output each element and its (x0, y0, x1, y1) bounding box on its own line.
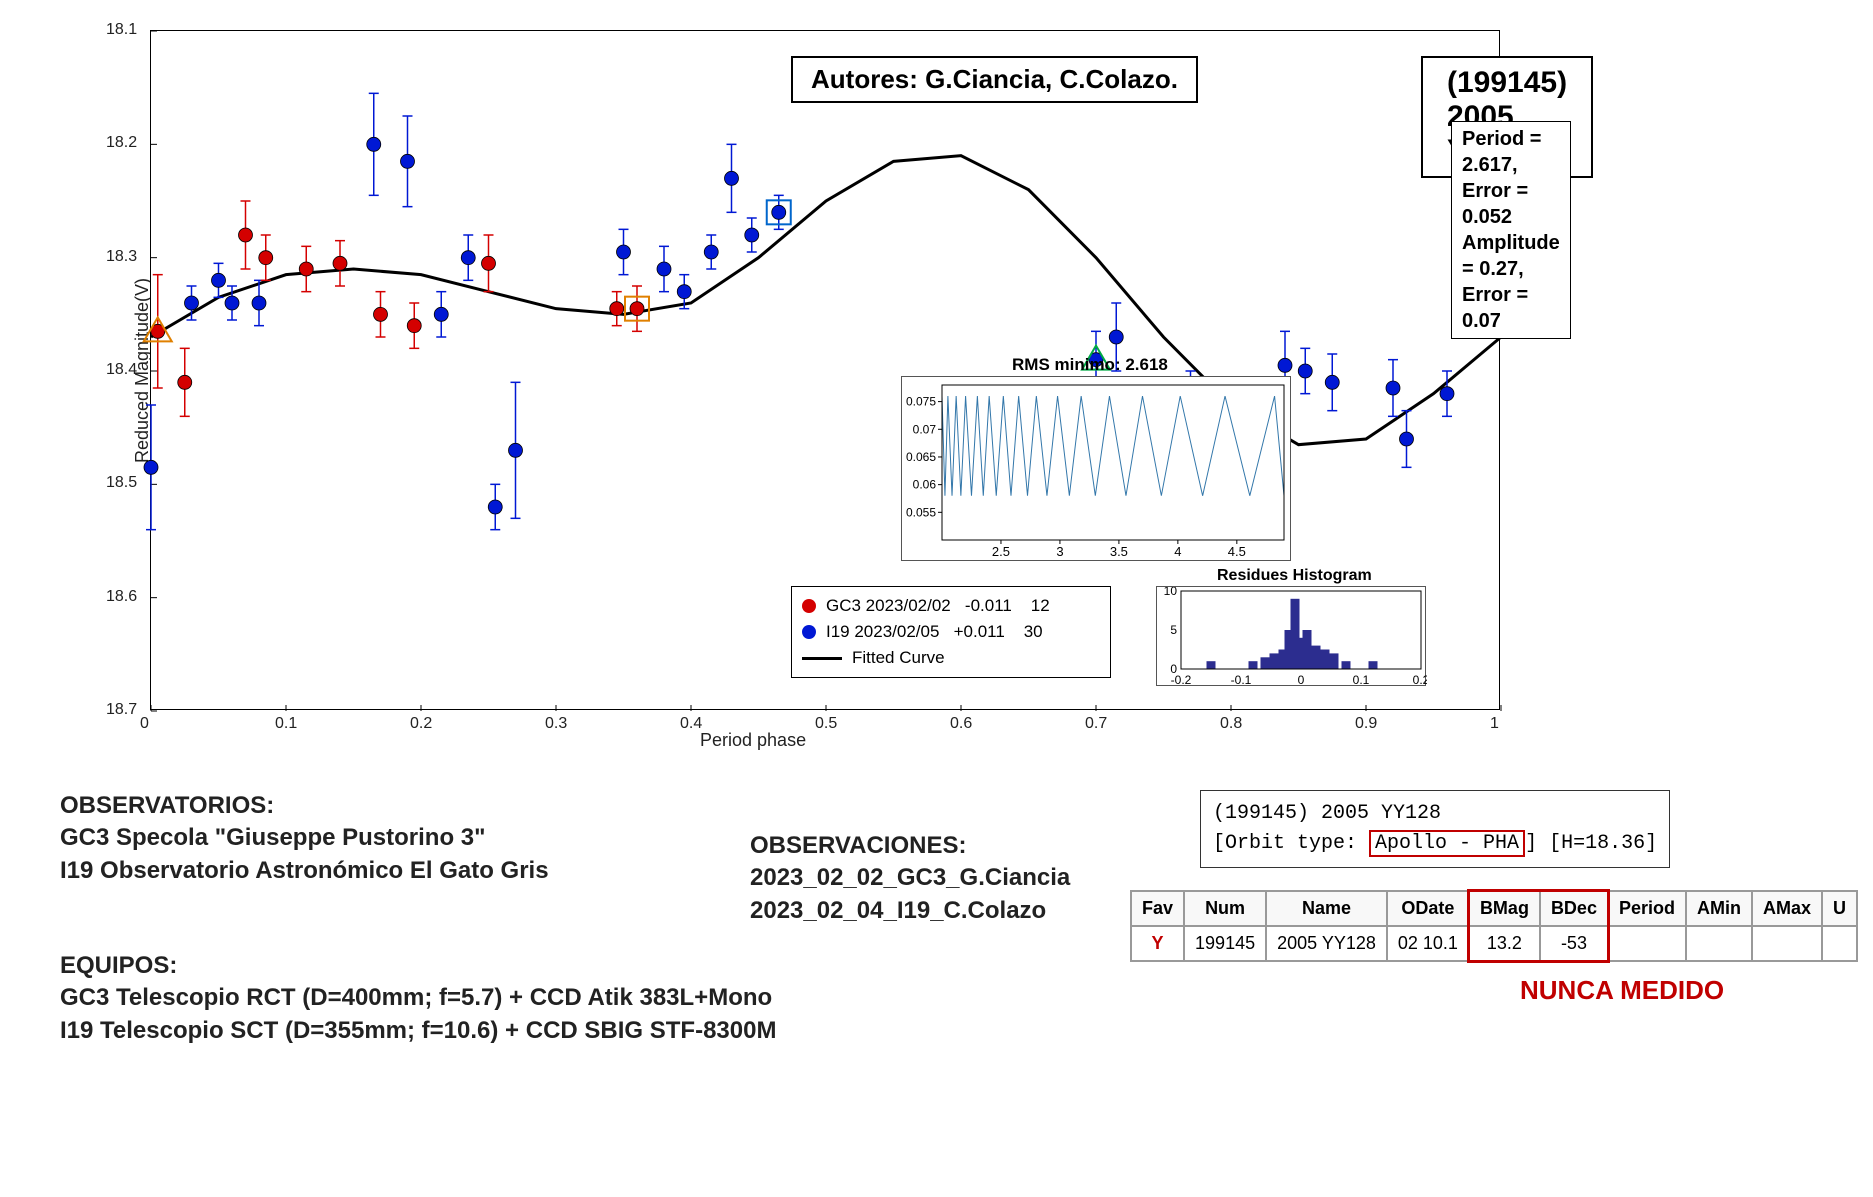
col-bdec: BDec (1540, 891, 1608, 926)
svg-text:0.2: 0.2 (1413, 673, 1427, 687)
cell-num: 199145 (1184, 926, 1266, 961)
obs-line1: GC3 Specola "Giuseppe Pustorino 3" (60, 822, 549, 854)
table-data-row: Y1991452005 YY12802 10.113.2-53 (1131, 926, 1857, 961)
svg-text:4: 4 (1174, 544, 1181, 559)
cell-u (1822, 926, 1857, 961)
nunca-medido-label: NUNCA MEDIDO (1520, 975, 1724, 1006)
eq-line1: GC3 Telescopio RCT (D=400mm; f=5.7) + CC… (60, 982, 776, 1014)
orbit-object: (199145) 2005 YY128 (1213, 799, 1657, 829)
svg-text:0.075: 0.075 (906, 395, 936, 409)
obs-line2: I19 Observatorio Astronómico El Gato Gri… (60, 855, 549, 887)
amplitude-line: Amplitude = 0.27, Error = 0.07 (1462, 230, 1560, 334)
col-num: Num (1184, 891, 1266, 926)
legend-row-blue: I19 2023/02/05 +0.011 30 (802, 619, 1100, 645)
orbit-suffix: ] [H=18.36] (1525, 832, 1657, 855)
residues-histogram-inset: Residues Histogram -0.2-0.100.10.20510 (1156, 586, 1426, 686)
svg-text:0: 0 (1170, 662, 1177, 676)
legend-text-blue: I19 2023/02/05 +0.011 30 (826, 622, 1043, 642)
col-period: Period (1608, 891, 1686, 926)
plot-region: Autores: G.Ciancia, C.Colazo. (199145) 2… (150, 30, 1500, 710)
cell-fav: Y (1131, 926, 1184, 961)
rms-periodogram-inset: RMS minimo: 2.618 2.533.544.50.0550.060.… (901, 376, 1291, 561)
red-marker-icon (802, 599, 816, 613)
authors-box: Autores: G.Ciancia, C.Colazo. (791, 56, 1198, 103)
svg-text:4.5: 4.5 (1228, 544, 1246, 559)
svg-text:10: 10 (1164, 587, 1178, 598)
cell-amax (1752, 926, 1822, 961)
lightcurve-chart: Reduced Magnitude(V) Period phase Autore… (60, 20, 1520, 760)
orbit-prefix: [Orbit type: (1213, 832, 1369, 855)
orbit-type-value: Apollo - PHA (1369, 830, 1525, 857)
legend-row-fit: Fitted Curve (802, 645, 1100, 671)
obsvn-line1: 2023_02_02_GC3_G.Ciancia (750, 862, 1070, 894)
col-fav: Fav (1131, 891, 1184, 926)
legend-text-red: GC3 2023/02/02 -0.011 12 (826, 596, 1050, 616)
cell-amin (1686, 926, 1752, 961)
svg-text:5: 5 (1170, 623, 1177, 637)
period-line: Period = 2.617, Error = 0.052 (1462, 126, 1560, 230)
svg-text:0.055: 0.055 (906, 505, 936, 519)
observatorios-section: OBSERVATORIOS: GC3 Specola "Giuseppe Pus… (60, 790, 549, 887)
svg-text:0.065: 0.065 (906, 450, 936, 464)
x-axis-label: Period phase (700, 730, 806, 751)
cell-odate: 02 10.1 (1387, 926, 1469, 961)
col-amin: AMin (1686, 891, 1752, 926)
svg-text:0.1: 0.1 (1353, 673, 1370, 687)
legend-text-fit: Fitted Curve (852, 648, 945, 668)
svg-text:2.5: 2.5 (992, 544, 1010, 559)
equipos-header: EQUIPOS: (60, 950, 776, 982)
asteroid-data-table: FavNumNameODateBMagBDecPeriodAMinAMaxU Y… (1130, 890, 1858, 962)
fit-line-icon (802, 657, 842, 660)
table-header-row: FavNumNameODateBMagBDecPeriodAMinAMaxU (1131, 891, 1857, 926)
col-name: Name (1266, 891, 1387, 926)
cell-name: 2005 YY128 (1266, 926, 1387, 961)
hist-title: Residues Histogram (1217, 567, 1372, 585)
rms-title: RMS minimo: 2.618 (1012, 355, 1168, 375)
svg-text:3: 3 (1056, 544, 1063, 559)
svg-text:0: 0 (1298, 673, 1305, 687)
period-amplitude-box: Period = 2.617, Error = 0.052 Amplitude … (1451, 121, 1571, 339)
svg-text:0.06: 0.06 (913, 478, 937, 492)
col-u: U (1822, 891, 1857, 926)
rms-svg: 2.5 3 3.5 4 4.5 0.055 0.06 0.065 0.07 0.075 (902, 377, 1292, 562)
col-bmag: BMag (1469, 891, 1540, 926)
svg-text:-0.1: -0.1 (1231, 673, 1252, 687)
obsvn-line2: 2023_02_04_I19_C.Colazo (750, 895, 1070, 927)
cell-period (1608, 926, 1686, 961)
legend-row-red: GC3 2023/02/02 -0.011 12 (802, 593, 1100, 619)
legend: GC3 2023/02/02 -0.011 12 I19 2023/02/05 … (791, 586, 1111, 678)
svg-text:0.07: 0.07 (913, 422, 937, 436)
orbit-type-line: [Orbit type: Apollo - PHA] [H=18.36] (1213, 829, 1657, 859)
hist-svg: -0.2-0.100.10.20510 (1157, 587, 1427, 687)
col-odate: ODate (1387, 891, 1469, 926)
col-amax: AMax (1752, 891, 1822, 926)
cell-bdec: -53 (1540, 926, 1608, 961)
observatorios-header: OBSERVATORIOS: (60, 790, 549, 822)
eq-line2: I19 Telescopio SCT (D=355mm; f=10.6) + C… (60, 1015, 776, 1047)
equipos-section: EQUIPOS: GC3 Telescopio RCT (D=400mm; f=… (60, 950, 776, 1047)
observaciones-section: OBSERVACIONES: 2023_02_02_GC3_G.Ciancia … (750, 830, 1070, 927)
cell-bmag: 13.2 (1469, 926, 1540, 961)
svg-text:3.5: 3.5 (1110, 544, 1128, 559)
blue-marker-icon (802, 625, 816, 639)
observaciones-header: OBSERVACIONES: (750, 830, 1070, 862)
orbit-info-box: (199145) 2005 YY128 [Orbit type: Apollo … (1200, 790, 1670, 868)
